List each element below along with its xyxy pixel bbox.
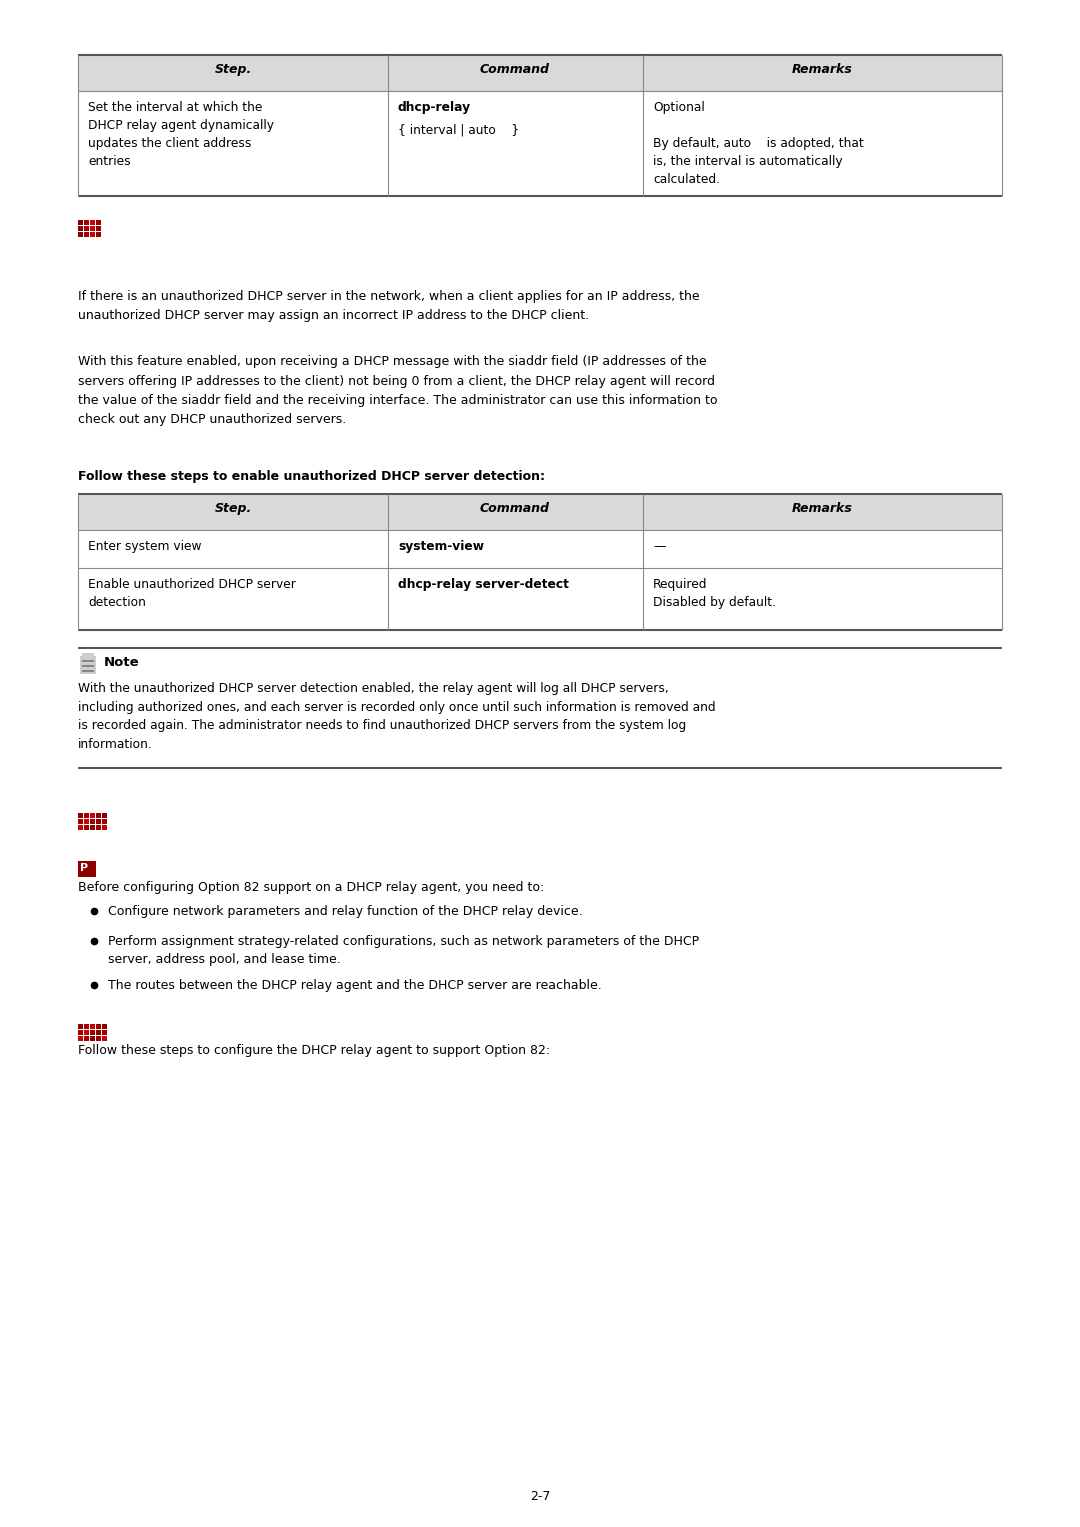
Bar [84,1025,89,1029]
Text: Follow these steps to configure the DHCP relay agent to support Option 82:: Follow these steps to configure the DHCP… [78,1044,550,1057]
Text: Perform assignment strategy-related configurations, such as network parameters o: Perform assignment strategy-related conf… [108,935,699,967]
Text: P: P [80,863,89,873]
Bar [84,812,89,818]
Bar [82,654,94,658]
Bar [96,1031,102,1035]
Bar [84,1035,89,1041]
Bar [102,825,107,831]
Text: 2-7: 2-7 [530,1490,550,1503]
Text: Follow these steps to enable unauthorized DHCP server detection:: Follow these steps to enable unauthorize… [78,470,545,483]
Bar [78,1031,83,1035]
Text: Set the interval at which the
DHCP relay agent dynamically
updates the client ad: Set the interval at which the DHCP relay… [87,101,274,168]
Text: —: — [653,541,665,553]
Bar [78,220,83,224]
Bar [84,220,89,224]
Bar [90,220,95,224]
Bar [78,1035,83,1041]
Text: Enter system view: Enter system view [87,541,202,553]
Text: dhcp-relay server-detect: dhcp-relay server-detect [399,579,569,591]
Text: Optional

By default, auto    is adopted, that
is, the interval is automatically: Optional By default, auto is adopted, th… [653,101,864,186]
Bar [102,1031,107,1035]
Bar [90,818,95,825]
Bar [96,1035,102,1041]
Bar [90,1035,95,1041]
Text: Step.: Step. [214,63,252,76]
Text: system-view: system-view [399,541,484,553]
Text: dhcp-relay: dhcp-relay [399,101,471,115]
Bar [90,825,95,831]
Bar [90,226,95,231]
Bar [102,812,107,818]
Bar [96,226,102,231]
Text: The routes between the DHCP relay agent and the DHCP server are reachable.: The routes between the DHCP relay agent … [108,979,602,993]
Bar [90,812,95,818]
Text: Disabled by default.: Disabled by default. [653,596,777,609]
Bar [96,1025,102,1029]
Bar [78,1025,83,1029]
Bar [84,1031,89,1035]
Text: Command: Command [480,502,550,515]
Text: { interval | auto    }: { interval | auto } [399,124,519,136]
Bar [78,861,96,876]
Bar [90,1031,95,1035]
Bar [78,825,83,831]
Bar [96,818,102,825]
Bar [80,657,96,673]
Text: With this feature enabled, upon receiving a DHCP message with the siaddr field (: With this feature enabled, upon receivin… [78,354,717,426]
Bar [78,55,1002,92]
Bar [102,1025,107,1029]
Bar [78,495,1002,530]
Bar [78,232,83,237]
Bar [90,232,95,237]
Bar [82,664,94,667]
Bar [84,825,89,831]
Text: Command: Command [480,63,550,76]
Bar [96,812,102,818]
Bar [102,1035,107,1041]
Text: Step.: Step. [214,502,252,515]
Text: Note: Note [104,657,139,669]
Bar [96,220,102,224]
Bar [82,670,94,672]
Text: Remarks: Remarks [792,502,852,515]
Bar [84,818,89,825]
Bar [84,226,89,231]
Bar [96,825,102,831]
Text: Required: Required [653,579,707,591]
Bar [78,812,83,818]
Bar [84,232,89,237]
Bar [102,818,107,825]
Bar [78,818,83,825]
Text: Configure network parameters and relay function of the DHCP relay device.: Configure network parameters and relay f… [108,906,582,918]
Text: Remarks: Remarks [792,63,852,76]
Bar [82,660,94,663]
Text: With the unauthorized DHCP server detection enabled, the relay agent will log al: With the unauthorized DHCP server detect… [78,683,716,750]
Text: If there is an unauthorized DHCP server in the network, when a client applies fo: If there is an unauthorized DHCP server … [78,290,700,322]
Text: Enable unauthorized DHCP server
detection: Enable unauthorized DHCP server detectio… [87,579,296,609]
Text: Before configuring Option 82 support on a DHCP relay agent, you need to:: Before configuring Option 82 support on … [78,881,544,893]
Bar [96,232,102,237]
Bar [78,226,83,231]
Bar [90,1025,95,1029]
